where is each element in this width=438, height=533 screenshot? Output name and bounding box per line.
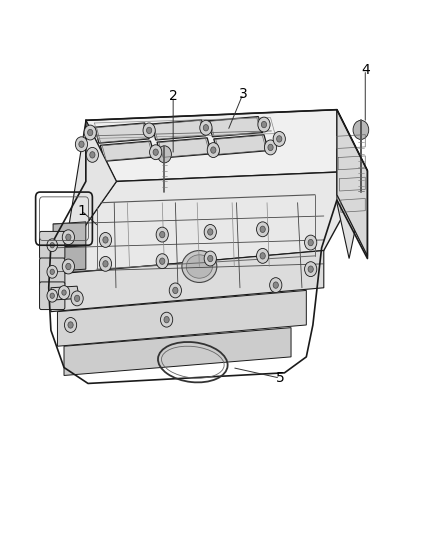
Circle shape — [208, 255, 213, 262]
Circle shape — [71, 291, 83, 306]
Polygon shape — [53, 222, 86, 247]
Text: 3: 3 — [239, 87, 247, 101]
Circle shape — [156, 254, 168, 269]
Text: 5: 5 — [276, 371, 285, 385]
Circle shape — [157, 146, 171, 163]
Circle shape — [268, 144, 273, 151]
Polygon shape — [53, 246, 86, 271]
Polygon shape — [51, 171, 367, 274]
Circle shape — [99, 232, 112, 247]
Circle shape — [68, 322, 73, 328]
Circle shape — [62, 259, 74, 274]
Polygon shape — [51, 286, 79, 300]
Circle shape — [265, 140, 277, 155]
Circle shape — [143, 123, 155, 138]
FancyBboxPatch shape — [39, 282, 65, 310]
Circle shape — [74, 295, 80, 302]
Circle shape — [159, 231, 165, 238]
Circle shape — [153, 149, 158, 156]
Circle shape — [99, 256, 112, 271]
Polygon shape — [337, 110, 367, 259]
Circle shape — [204, 251, 216, 266]
Polygon shape — [95, 123, 149, 143]
Circle shape — [353, 120, 369, 140]
Polygon shape — [86, 110, 367, 181]
Circle shape — [273, 132, 286, 147]
Polygon shape — [151, 120, 206, 140]
Ellipse shape — [358, 191, 364, 196]
Circle shape — [207, 143, 219, 158]
Circle shape — [47, 265, 57, 278]
Circle shape — [90, 152, 95, 158]
Ellipse shape — [182, 251, 217, 282]
Circle shape — [103, 237, 108, 243]
Polygon shape — [157, 138, 212, 158]
Circle shape — [211, 147, 216, 154]
Circle shape — [66, 234, 71, 240]
Polygon shape — [57, 290, 306, 346]
FancyBboxPatch shape — [39, 231, 65, 259]
Text: 1: 1 — [77, 204, 86, 217]
Circle shape — [261, 122, 267, 128]
Circle shape — [50, 243, 54, 248]
Circle shape — [79, 141, 84, 148]
Circle shape — [173, 287, 178, 294]
Circle shape — [164, 317, 169, 323]
Circle shape — [84, 125, 96, 140]
Circle shape — [66, 263, 71, 270]
Circle shape — [75, 137, 88, 152]
Polygon shape — [208, 117, 263, 137]
FancyBboxPatch shape — [39, 258, 65, 286]
Circle shape — [277, 136, 282, 142]
Circle shape — [58, 286, 70, 300]
Polygon shape — [64, 328, 291, 375]
Circle shape — [159, 258, 165, 264]
Circle shape — [273, 282, 279, 288]
Polygon shape — [51, 251, 324, 312]
Circle shape — [257, 222, 269, 237]
Circle shape — [203, 125, 208, 131]
Circle shape — [147, 127, 152, 134]
Text: 2: 2 — [169, 90, 177, 103]
Circle shape — [50, 293, 54, 298]
Circle shape — [156, 227, 168, 242]
Circle shape — [103, 261, 108, 267]
Polygon shape — [160, 148, 169, 161]
Polygon shape — [356, 123, 366, 137]
Circle shape — [257, 248, 269, 263]
Circle shape — [204, 224, 216, 239]
Circle shape — [260, 226, 265, 232]
Circle shape — [86, 148, 99, 163]
Circle shape — [160, 312, 173, 327]
Polygon shape — [100, 141, 155, 161]
Ellipse shape — [186, 255, 212, 278]
Circle shape — [64, 318, 77, 333]
Circle shape — [208, 229, 213, 235]
Polygon shape — [337, 110, 367, 256]
Circle shape — [308, 239, 313, 246]
Circle shape — [62, 230, 74, 245]
Circle shape — [50, 269, 54, 274]
Polygon shape — [214, 135, 268, 155]
Circle shape — [88, 130, 93, 136]
Circle shape — [62, 290, 66, 295]
Circle shape — [169, 283, 181, 298]
Circle shape — [47, 239, 57, 252]
Circle shape — [258, 117, 270, 132]
Circle shape — [304, 262, 317, 277]
Text: 4: 4 — [361, 63, 370, 77]
Circle shape — [304, 235, 317, 250]
Circle shape — [200, 120, 212, 135]
Circle shape — [270, 278, 282, 293]
Circle shape — [47, 289, 57, 302]
Circle shape — [260, 253, 265, 259]
Circle shape — [150, 145, 162, 160]
Polygon shape — [51, 120, 117, 274]
Circle shape — [308, 266, 313, 272]
